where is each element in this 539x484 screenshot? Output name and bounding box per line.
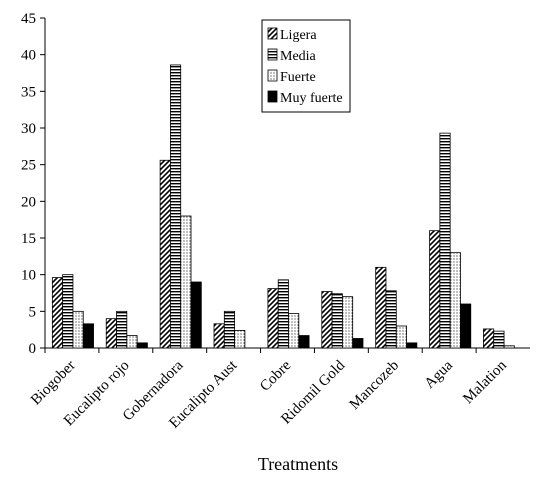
bar [352,338,364,349]
bar [159,159,171,349]
bar [190,281,202,349]
bar [213,323,225,349]
x-axis-label: Treatments [258,454,338,474]
legend-swatch [267,27,278,40]
bar [439,132,451,349]
legend-entry: Ligera [280,28,317,43]
bar [375,266,387,349]
y-tick-label: 10 [21,268,36,284]
bar [170,64,182,349]
x-tick-label: Malation [460,357,510,407]
bar [429,230,441,349]
x-tick-label: Cobre [257,357,294,394]
bar [460,303,472,349]
y-tick-label: 5 [29,304,37,320]
bar [82,323,94,349]
x-tick-label: Mancozeb [347,358,402,413]
bar [116,310,128,349]
bar [234,329,246,349]
bar [72,310,84,349]
bar [385,290,397,349]
y-tick-label: 0 [29,341,37,357]
bar [341,296,354,349]
bar [180,215,192,349]
bar [493,330,505,349]
bar [277,279,289,349]
bar [288,313,300,349]
bar [223,310,236,349]
bar [267,288,279,349]
bars [51,64,515,349]
legend-entry: Muy fuerte [280,91,343,106]
bar [126,335,138,349]
bar [105,318,117,349]
bar [51,277,64,349]
y-tick-label: 15 [21,231,36,247]
y-tick-label: 45 [21,11,36,27]
y-tick-label: 35 [21,84,36,100]
bar [449,252,461,349]
bar [321,291,333,349]
bar [503,345,515,349]
legend-entry: Fuerte [280,70,316,85]
legend-swatch [267,90,278,103]
legend-swatch [267,69,278,82]
bar [136,342,148,349]
bar [331,293,343,349]
bar [406,342,418,349]
bar [298,335,310,349]
y-tick-label: 20 [21,194,36,210]
legend-swatch [267,48,278,61]
bar [395,325,407,349]
legend: Ligera Media Fuerte Muy fuerte [261,19,351,113]
x-tick-label: Agua [422,357,457,392]
y-tick-label: 40 [21,48,36,64]
y-tick-label: 30 [21,121,36,137]
x-tick-label: Biogober [28,358,79,409]
bar [483,328,495,349]
bar [62,274,74,349]
y-tick-label: 25 [21,158,36,174]
legend-entry: Media [280,49,317,64]
